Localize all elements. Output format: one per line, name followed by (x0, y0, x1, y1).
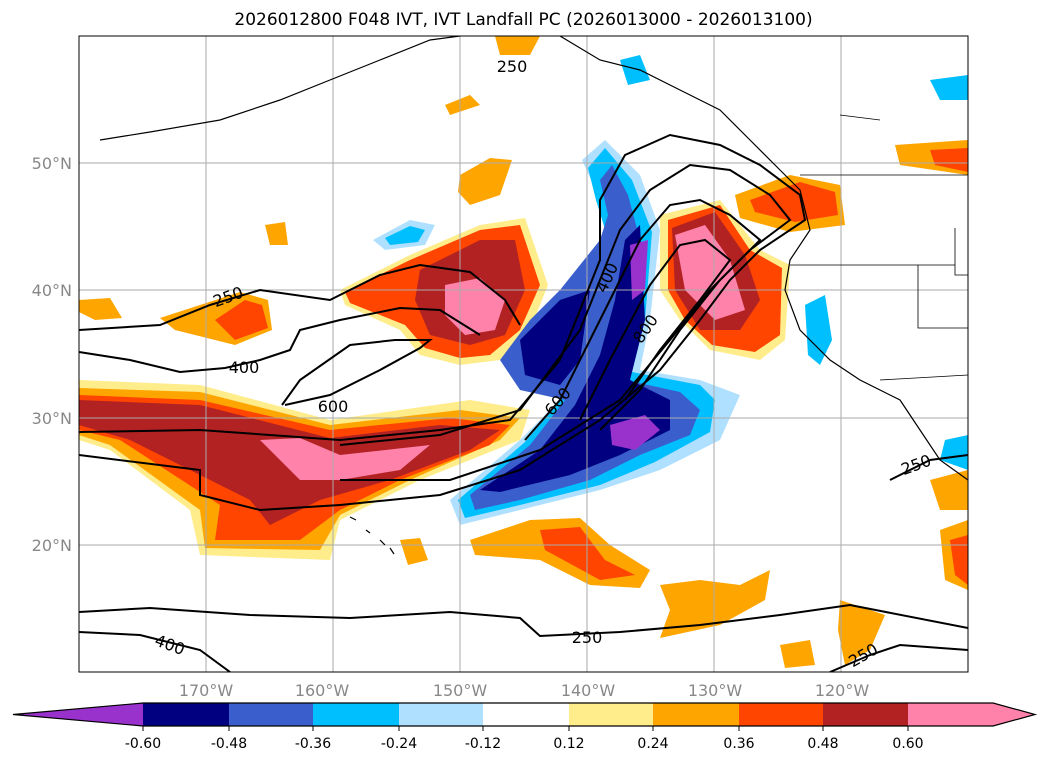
shade-blue-w (385, 226, 425, 245)
contour-400-s (79, 631, 968, 672)
shade-purple-2 (630, 240, 648, 300)
shade-orange-w (265, 222, 288, 245)
colorbar-segment (483, 703, 569, 726)
lat-labels: 50°N 40°N 30°N 20°N (32, 154, 72, 555)
ivt-contours (79, 133, 968, 672)
contour-label: 250 (497, 57, 528, 76)
shade-cyan-coast (805, 295, 832, 365)
gridlines (79, 36, 968, 672)
shade-cyan-se (940, 435, 968, 470)
lon-label: 150°W (433, 681, 488, 700)
colorbar-segment (313, 703, 399, 726)
colorbar-tick-label: 0.36 (723, 736, 754, 752)
map-frame (78, 35, 969, 673)
colorbar: -0.60 -0.48 -0.36 -0.24 -0.12 0.12 0.24 0.36 0.4… (12, 702, 1038, 752)
colorbar-tick-label: -0.60 (125, 736, 161, 752)
shade-orange-s6 (400, 538, 428, 565)
map-area: 250 250 400 600 400 600 800 250 250 400 … (79, 36, 968, 672)
shade-orange-small3 (79, 298, 122, 320)
shade-orange-s3 (838, 600, 885, 665)
lat-label: 30°N (32, 409, 72, 428)
colorbar-segment (143, 703, 229, 726)
shade-orange-top (495, 36, 540, 55)
coastlines (99, 36, 968, 555)
lat-label: 20°N (32, 536, 72, 555)
shade-pink (260, 438, 430, 480)
colorbar-tick-label: 0.48 (807, 736, 838, 752)
contour-label: 250 (899, 451, 934, 479)
colorbar-tick-label: -0.12 (465, 736, 501, 752)
lat-label: 40°N (32, 281, 72, 300)
contour-250-a (79, 263, 521, 331)
chart-title: 2026012800 F048 IVT, IVT Landfall PC (20… (234, 10, 813, 30)
coastline-hawaii (349, 516, 395, 555)
contour-250-s (79, 603, 968, 638)
colorbar-tick-label: 0.12 (553, 736, 584, 752)
lon-labels: 170°W 160°W 150°W 140°W 130°W 120°W (179, 681, 870, 700)
colorbar-segment (229, 703, 313, 726)
colorbar-segment (739, 703, 823, 726)
shade-cyan-ne (930, 75, 968, 100)
shade-orange-s7 (780, 640, 815, 668)
colorbar-segment (569, 703, 653, 726)
contour-label: 400 (152, 631, 187, 659)
shade-orange-s4 (930, 470, 968, 510)
contour-label: 600 (318, 397, 349, 416)
contour-label: 400 (229, 358, 260, 377)
lat-label: 50°N (32, 154, 72, 173)
colorbar-tick-label: -0.48 (211, 736, 247, 752)
lon-label: 170°W (179, 681, 234, 700)
colorbar-extend-min (13, 703, 143, 726)
shade-red-s5 (950, 535, 968, 585)
colorbar-tick-label: -0.36 (295, 736, 331, 752)
lon-label: 140°W (561, 681, 616, 700)
shade-orange-s2 (660, 570, 770, 638)
colorbar-tick-label: -0.24 (381, 736, 417, 752)
contour-400-a (79, 306, 481, 374)
shade-cyan-top (620, 55, 650, 85)
shade-red-n (930, 148, 968, 172)
colorbar-segment (653, 703, 739, 726)
colorbar-tick-label: 0.24 (637, 736, 668, 752)
shade-orange-small1 (458, 158, 512, 205)
contour-600-b (524, 198, 762, 441)
contour-600-a (281, 339, 433, 406)
coastline-alaska (99, 36, 968, 481)
lon-label: 130°W (688, 681, 743, 700)
shade-pink-coast (675, 225, 745, 320)
lon-label: 160°W (295, 681, 350, 700)
lon-label: 120°W (815, 681, 870, 700)
shading-negative (373, 55, 968, 525)
shade-red-bc (750, 182, 838, 222)
contour-800 (579, 238, 732, 421)
shade-navy-2 (520, 290, 590, 385)
contour-250-se (889, 454, 968, 481)
contour-label: 250 (572, 628, 603, 647)
shade-red-small2 (215, 300, 268, 340)
contour-400-b (339, 163, 792, 481)
colorbar-segment (399, 703, 483, 726)
colorbar-tick-label: 0.60 (892, 736, 923, 752)
colorbar-segment (823, 703, 908, 726)
colorbar-extend-max (993, 703, 1035, 726)
shade-orange-top2 (445, 95, 480, 115)
border-lines (790, 114, 968, 381)
shade-purple (610, 415, 660, 450)
colorbar-segment (908, 703, 993, 726)
